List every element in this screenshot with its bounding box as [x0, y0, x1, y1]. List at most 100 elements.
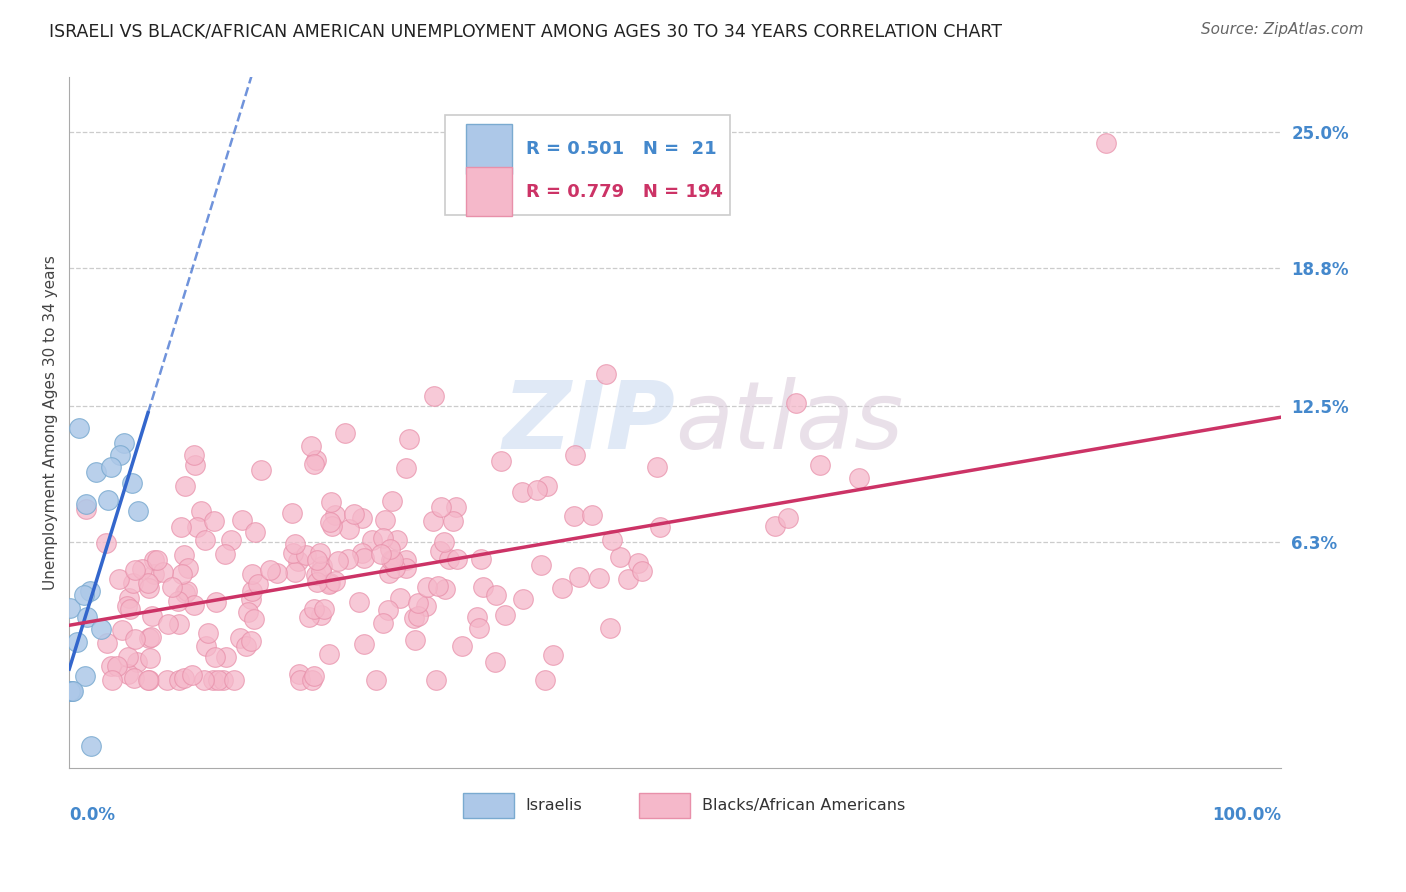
- Point: [295, 549, 318, 563]
- Point: [100, 460, 122, 475]
- Point: [238, 605, 260, 619]
- Point: [101, 673, 124, 687]
- Point: [381, 493, 404, 508]
- FancyBboxPatch shape: [446, 115, 730, 216]
- Point: [353, 637, 375, 651]
- Point: [512, 591, 534, 606]
- Point: [170, 519, 193, 533]
- Point: [441, 514, 464, 528]
- Point: [240, 591, 263, 606]
- Point: [67, 421, 90, 435]
- Point: [304, 602, 326, 616]
- Point: [186, 520, 208, 534]
- Point: [364, 673, 387, 687]
- Point: [626, 556, 648, 570]
- Point: [568, 570, 591, 584]
- Point: [173, 586, 195, 600]
- Point: [245, 524, 267, 539]
- Point: [427, 579, 450, 593]
- Point: [451, 639, 474, 653]
- Point: [434, 582, 457, 596]
- Point: [541, 648, 564, 662]
- Point: [381, 552, 404, 566]
- Point: [194, 533, 217, 547]
- Point: [202, 514, 225, 528]
- Point: [465, 610, 488, 624]
- Point: [212, 673, 235, 687]
- Point: [284, 536, 307, 550]
- Point: [323, 508, 346, 523]
- Text: atlas: atlas: [675, 377, 904, 468]
- Point: [173, 479, 195, 493]
- Point: [59, 600, 82, 615]
- Point: [259, 563, 281, 577]
- Point: [167, 617, 190, 632]
- Point: [136, 576, 159, 591]
- Point: [193, 673, 215, 687]
- Point: [765, 519, 787, 533]
- Point: [183, 598, 205, 612]
- Point: [309, 545, 332, 559]
- Point: [319, 576, 342, 591]
- Point: [160, 580, 183, 594]
- Point: [588, 571, 610, 585]
- Point: [197, 625, 219, 640]
- Point: [1094, 136, 1116, 151]
- Point: [404, 633, 426, 648]
- Point: [534, 673, 557, 687]
- Point: [298, 610, 321, 624]
- Point: [328, 554, 350, 568]
- Point: [181, 668, 204, 682]
- Point: [337, 551, 360, 566]
- Point: [167, 673, 190, 687]
- Point: [75, 669, 97, 683]
- Point: [318, 516, 340, 530]
- Point: [551, 581, 574, 595]
- Point: [136, 673, 159, 687]
- Point: [127, 504, 149, 518]
- Point: [97, 493, 120, 508]
- Point: [387, 533, 409, 548]
- Point: [305, 567, 328, 582]
- Point: [848, 471, 870, 485]
- Point: [648, 520, 671, 534]
- Point: [609, 549, 631, 564]
- Point: [177, 561, 200, 575]
- Point: [429, 544, 451, 558]
- Point: [229, 631, 252, 645]
- Point: [59, 684, 82, 698]
- Point: [599, 621, 621, 635]
- Point: [183, 449, 205, 463]
- Point: [370, 547, 392, 561]
- Point: [105, 659, 128, 673]
- Text: Source: ZipAtlas.com: Source: ZipAtlas.com: [1201, 22, 1364, 37]
- Point: [249, 463, 271, 477]
- Point: [141, 609, 163, 624]
- Point: [219, 533, 242, 548]
- Point: [299, 439, 322, 453]
- Point: [526, 483, 548, 497]
- Text: Blacks/African Americans: Blacks/African Americans: [702, 798, 905, 814]
- Point: [384, 561, 406, 575]
- Point: [776, 511, 799, 525]
- Point: [80, 739, 103, 753]
- FancyBboxPatch shape: [463, 793, 515, 818]
- Point: [484, 655, 506, 669]
- Point: [242, 612, 264, 626]
- Point: [785, 396, 807, 410]
- Point: [343, 507, 366, 521]
- Point: [143, 552, 166, 566]
- Point: [318, 647, 340, 661]
- Point: [146, 553, 169, 567]
- Point: [62, 684, 84, 698]
- Point: [314, 602, 336, 616]
- Y-axis label: Unemployment Among Ages 30 to 34 years: Unemployment Among Ages 30 to 34 years: [44, 255, 58, 590]
- Point: [581, 508, 603, 523]
- Text: 0.0%: 0.0%: [69, 805, 115, 823]
- Point: [207, 673, 229, 687]
- Point: [472, 580, 495, 594]
- Point: [321, 494, 343, 508]
- Point: [406, 596, 429, 610]
- Point: [422, 514, 444, 528]
- Point: [323, 574, 346, 588]
